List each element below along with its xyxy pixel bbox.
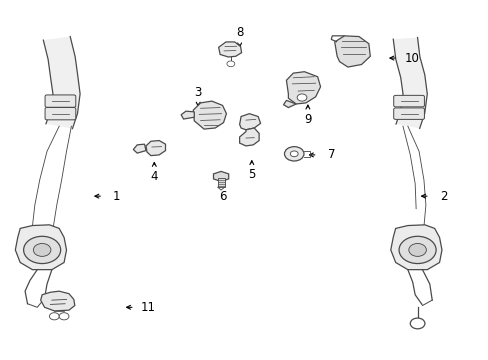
Polygon shape: [239, 128, 259, 146]
Circle shape: [297, 94, 306, 101]
FancyBboxPatch shape: [45, 108, 76, 120]
Polygon shape: [146, 140, 165, 156]
Polygon shape: [390, 225, 441, 270]
Polygon shape: [193, 101, 226, 129]
Text: 2: 2: [439, 190, 447, 203]
Polygon shape: [15, 225, 66, 270]
Text: 1: 1: [113, 190, 120, 203]
Polygon shape: [217, 178, 224, 187]
Text: 10: 10: [404, 51, 418, 64]
Text: 11: 11: [141, 301, 156, 314]
Circle shape: [409, 318, 424, 329]
Polygon shape: [286, 72, 320, 104]
Polygon shape: [181, 111, 194, 119]
Circle shape: [226, 61, 234, 67]
Polygon shape: [43, 37, 80, 129]
FancyBboxPatch shape: [45, 95, 76, 107]
Circle shape: [49, 313, 59, 320]
Polygon shape: [283, 100, 296, 108]
Polygon shape: [218, 42, 241, 57]
Circle shape: [23, 236, 61, 264]
FancyBboxPatch shape: [393, 108, 424, 120]
Circle shape: [59, 313, 69, 320]
Circle shape: [33, 243, 51, 256]
Circle shape: [408, 243, 426, 256]
Polygon shape: [41, 291, 75, 311]
Text: 6: 6: [218, 190, 226, 203]
Circle shape: [290, 151, 298, 157]
Polygon shape: [213, 171, 228, 181]
Polygon shape: [334, 36, 369, 67]
Text: 9: 9: [304, 113, 311, 126]
Text: 7: 7: [327, 148, 334, 161]
Text: 8: 8: [235, 27, 243, 40]
Circle shape: [284, 147, 304, 161]
Text: 3: 3: [194, 86, 202, 99]
FancyBboxPatch shape: [393, 95, 424, 107]
Text: 5: 5: [247, 168, 255, 181]
Circle shape: [398, 236, 435, 264]
Text: 4: 4: [150, 170, 158, 183]
Polygon shape: [133, 144, 146, 153]
Polygon shape: [239, 114, 260, 130]
Polygon shape: [392, 37, 427, 129]
